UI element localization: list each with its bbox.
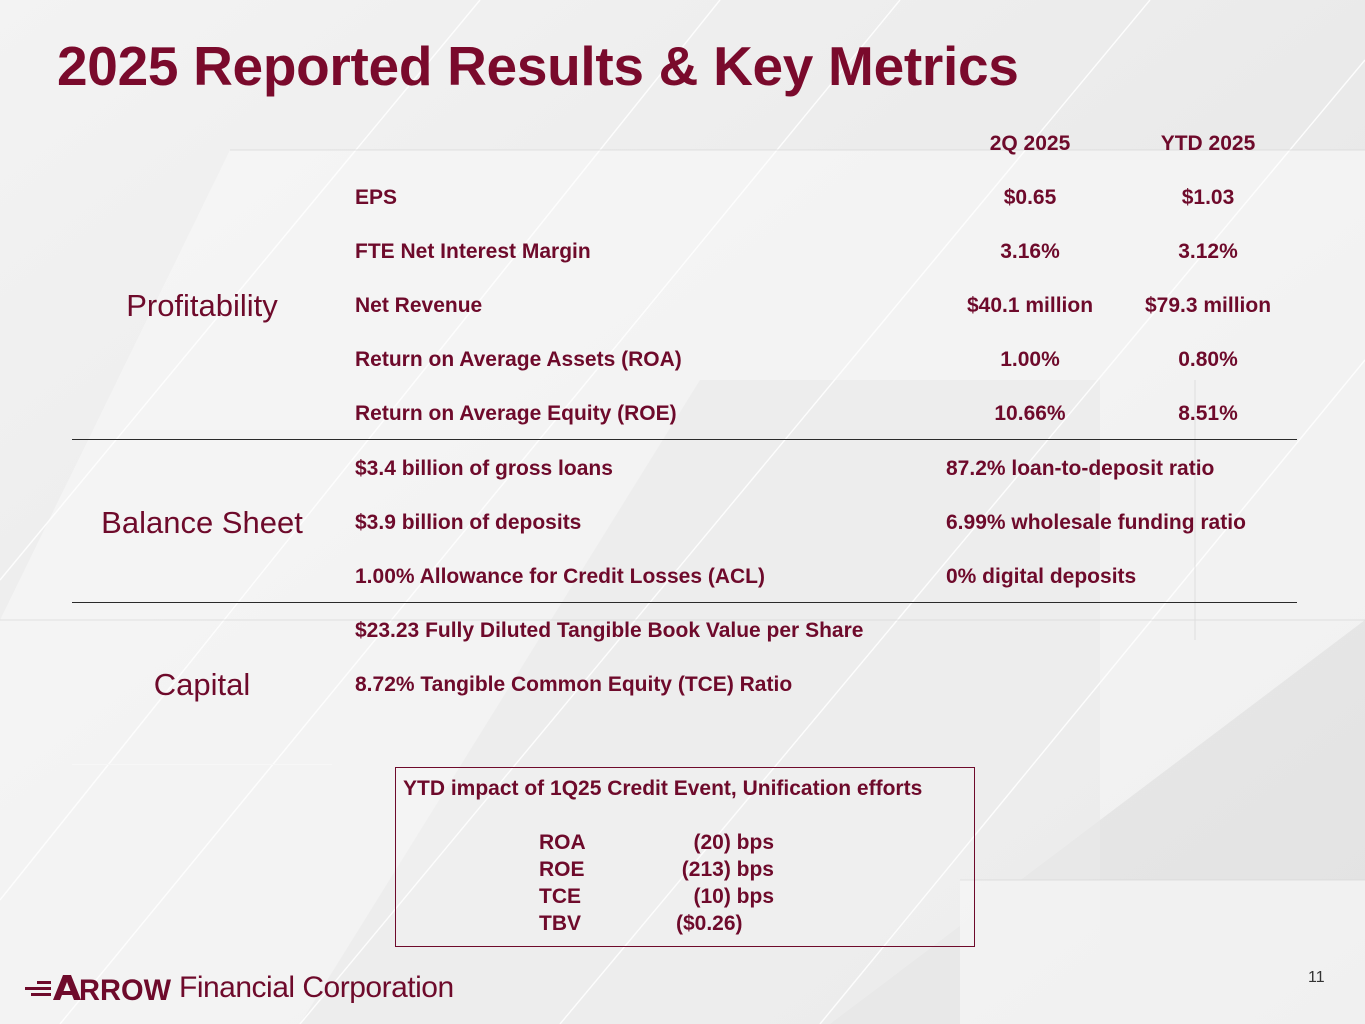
metric-value-ytd: $79.3 million (1144, 294, 1272, 317)
metric-label: FTE Net Interest Margin (355, 240, 591, 263)
impact-label: ROE (539, 858, 585, 881)
impact-row: ROA (20) bps (396, 831, 974, 858)
metric-label: Net Revenue (355, 294, 483, 317)
metric-label: Return on Average Equity (ROE) (355, 402, 677, 425)
metric-label: Return on Average Assets (ROA) (355, 348, 682, 371)
metric-value-2q: $40.1 million (966, 294, 1094, 317)
page-number: 11 (1308, 969, 1325, 986)
impact-row: TBV ($0.26) (396, 912, 974, 939)
balance-sheet-item: 1.00% Allowance for Credit Losses (ACL) (355, 565, 765, 588)
capital-item: $23.23 Fully Diluted Tangible Book Value… (355, 619, 864, 642)
impact-label: ROA (539, 831, 586, 854)
metric-value-ytd: 8.51% (1178, 402, 1238, 425)
impact-value: (213) bps (681, 858, 774, 881)
impact-value: ($0.26) (676, 912, 743, 935)
section-divider (72, 602, 1297, 603)
metric-value-ytd: 0.80% (1178, 348, 1238, 371)
logo-word: RROWARROW (79, 974, 172, 1005)
section-label-profitability: Profitability (126, 288, 278, 323)
impact-row: ROE (213) bps (396, 858, 974, 885)
metric-value-2q: 1.00% (1000, 348, 1060, 371)
metric-value-2q: $0.65 (1003, 186, 1057, 209)
impact-label: TBV (539, 912, 581, 935)
metric-value-ytd: 3.12% (1178, 240, 1238, 263)
metric-value-2q: 3.16% (1000, 240, 1060, 263)
section-divider (72, 764, 332, 765)
impact-label: TCE (539, 885, 581, 908)
metric-label: EPS (355, 186, 398, 209)
impact-box-title: YTD impact of 1Q25 Credit Event, Unifica… (403, 777, 923, 800)
company-logo: RROWARROW Financial Corporation (25, 968, 454, 1008)
section-label-capital: Capital (153, 667, 251, 702)
company-name: Financial Corporation (179, 971, 454, 1004)
balance-sheet-ratio: 87.2% loan-to-deposit ratio (946, 457, 1215, 480)
slide-title: 2025 Reported Results & Key Metrics (57, 35, 1019, 97)
metric-value-ytd: $1.03 (1181, 186, 1235, 209)
balance-sheet-item: $3.4 billion of gross loans (355, 457, 613, 480)
section-divider (72, 439, 1297, 440)
impact-value: (10) bps (693, 885, 774, 908)
impact-value: (20) bps (693, 831, 774, 854)
section-label-balance-sheet: Balance Sheet (101, 505, 303, 540)
arrow-logo-icon: RROWARROW (25, 974, 172, 1005)
column-header-2q-2025: 2Q 2025 (989, 132, 1071, 155)
credit-event-impact-box: YTD impact of 1Q25 Credit Event, Unifica… (395, 767, 975, 947)
capital-item: 8.72% Tangible Common Equity (TCE) Ratio (355, 673, 793, 696)
balance-sheet-ratio: 6.99% wholesale funding ratio (946, 511, 1246, 534)
balance-sheet-ratio: 0% digital deposits (946, 565, 1137, 588)
column-header-ytd-2025: YTD 2025 (1160, 132, 1256, 155)
balance-sheet-item: $3.9 billion of deposits (355, 511, 582, 534)
metric-value-2q: 10.66% (994, 402, 1066, 425)
impact-row: TCE (10) bps (396, 885, 974, 912)
